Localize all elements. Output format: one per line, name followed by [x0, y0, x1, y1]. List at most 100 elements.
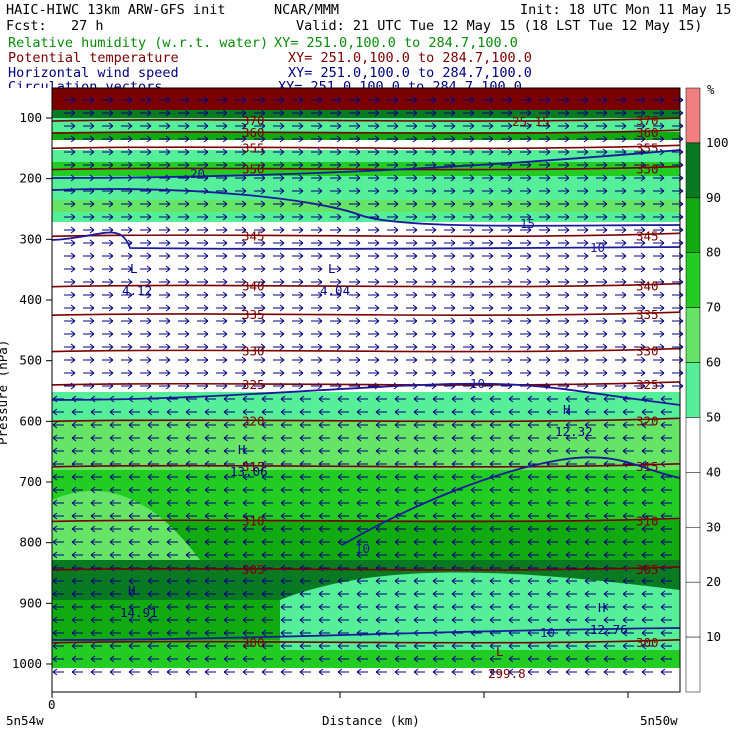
vector-arrowhead: [584, 421, 590, 429]
vector-arrowhead: [109, 616, 115, 624]
vector-arrowhead: [393, 239, 399, 247]
vector-arrowhead: [583, 96, 589, 104]
vector-arrowhead: [203, 122, 209, 130]
vector-arrowhead: [545, 161, 551, 169]
vector-arrowhead: [109, 655, 115, 663]
vector-arrowhead: [394, 486, 400, 494]
vector-arrowhead: [602, 148, 608, 156]
vector-arrowhead: [621, 356, 627, 364]
vector-arrowhead: [527, 434, 533, 442]
speed-contour: [341, 456, 681, 546]
vector-arrowhead: [260, 317, 266, 325]
y-tick-label: 200: [19, 171, 42, 186]
vector-arrowhead: [621, 369, 627, 377]
vector-arrowhead: [147, 577, 153, 585]
vector-arrowhead: [431, 122, 437, 130]
vector-arrowhead: [317, 226, 323, 234]
vector-arrowhead: [603, 395, 609, 403]
vector-arrowhead: [374, 239, 380, 247]
vector-arrowhead: [583, 135, 589, 143]
vector-arrowhead: [298, 239, 304, 247]
speed-contour: [51, 231, 681, 250]
vector-arrowhead: [128, 421, 134, 429]
vector-arrowhead: [583, 122, 589, 130]
vector-arrowhead: [261, 603, 267, 611]
theta-contour-355: [51, 144, 681, 150]
vector-arrowhead: [108, 96, 114, 104]
vector-arrowhead: [204, 655, 210, 663]
vector-arrowhead: [336, 304, 342, 312]
vector-arrowhead: [432, 551, 438, 559]
vector-arrowhead: [298, 109, 304, 117]
vector-arrowhead: [318, 655, 324, 663]
vector-arrowhead: [659, 122, 665, 130]
vector-arrowhead: [89, 278, 95, 286]
vector-arrowhead: [337, 512, 343, 520]
vector-arrowhead: [564, 96, 570, 104]
vector-arrowhead: [336, 187, 342, 195]
vector-arrowhead: [432, 434, 438, 442]
vector-arrowhead: [127, 330, 133, 338]
vector-arrowhead: [431, 369, 437, 377]
vector-arrowhead: [450, 278, 456, 286]
vector-arrowhead: [545, 304, 551, 312]
vector-arrowhead: [280, 668, 286, 676]
vector-arrowhead: [184, 278, 190, 286]
vector-arrowhead: [393, 96, 399, 104]
vector-arrowhead: [337, 668, 343, 676]
vector-arrowhead: [260, 265, 266, 273]
vector-arrowhead: [204, 668, 210, 676]
vector-arrowhead: [298, 317, 304, 325]
vector-arrowhead: [71, 538, 77, 546]
vector-arrowhead: [223, 421, 229, 429]
vector-arrowhead: [89, 291, 95, 299]
vector-arrowhead: [545, 278, 551, 286]
vector-arrowhead: [279, 265, 285, 273]
rh-patch: [52, 490, 200, 560]
vector-arrowhead: [526, 187, 532, 195]
vector-arrowhead: [432, 408, 438, 416]
vector-arrowhead: [374, 109, 380, 117]
vector-arrowhead: [413, 512, 419, 520]
vector-arrowhead: [70, 304, 76, 312]
vector-arrowhead: [546, 421, 552, 429]
vector-arrowhead: [394, 538, 400, 546]
vector-arrowhead: [336, 239, 342, 247]
vector-arrowhead: [166, 408, 172, 416]
vector-arrowhead: [260, 109, 266, 117]
vector-arrowhead: [450, 135, 456, 143]
vector-arrowhead: [621, 200, 627, 208]
vector-arrowhead: [393, 369, 399, 377]
vector-arrowhead: [659, 330, 665, 338]
vector-arrowhead: [488, 187, 494, 195]
vector-arrowhead: [203, 161, 209, 169]
vector-arrowhead: [583, 278, 589, 286]
vector-arrowhead: [488, 122, 494, 130]
vector-arrowhead: [527, 499, 533, 507]
theta-label-right-320: 320: [636, 413, 659, 428]
vector-arrowhead: [108, 148, 114, 156]
vector-arrowhead: [412, 187, 418, 195]
vector-arrowhead: [469, 174, 475, 182]
extrema-markers: L 4.12 L 4.04 H 12.32 H 13.06 H 14.91 H 12.76 L 299.8…: [120, 92, 628, 681]
vector-arrowhead: [584, 642, 590, 650]
vector-arrowhead: [185, 551, 191, 559]
theta-label-345: 345: [242, 228, 265, 243]
vector-arrowhead: [52, 512, 58, 520]
y-tick-label: 1000: [12, 656, 42, 671]
vector-arrowhead: [241, 226, 247, 234]
vector-arrowhead: [242, 629, 248, 637]
vector-arrowhead: [527, 551, 533, 559]
vector-arrowhead: [70, 122, 76, 130]
vector-arrowhead: [431, 109, 437, 117]
vector-arrowhead: [184, 161, 190, 169]
vector-arrowhead: [337, 642, 343, 650]
vector-arrowhead: [146, 213, 152, 221]
vector-arrowhead: [241, 161, 247, 169]
vector-arrowhead: [260, 96, 266, 104]
vector-arrowhead: [185, 668, 191, 676]
vector-arrowhead: [90, 512, 96, 520]
vector-arrowhead: [469, 200, 475, 208]
vector-arrowhead: [394, 499, 400, 507]
colorbar-label: 40: [706, 464, 721, 479]
